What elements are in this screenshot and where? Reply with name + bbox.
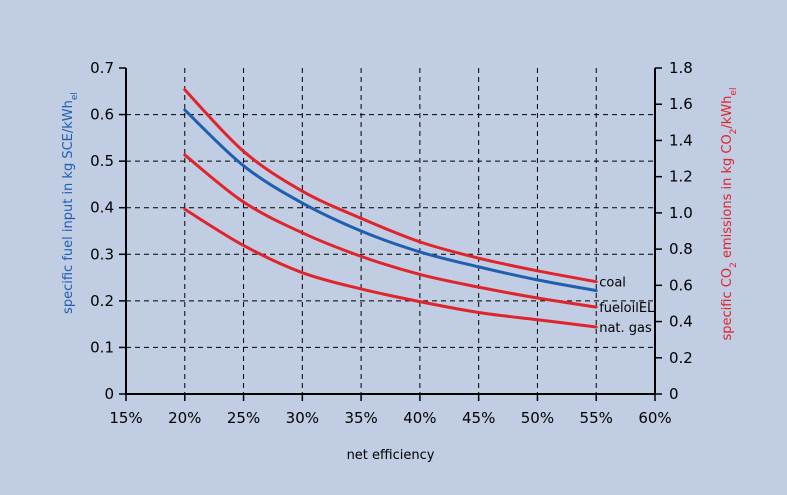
- right-tick-labels: 0 0.2 0.4 0.6 0.8 1.0 1.2 1.4 1.6 1.8: [669, 59, 693, 403]
- series-end-labels: coal fueloilEL nat. gas: [599, 276, 655, 336]
- series-lines: [183, 88, 598, 329]
- series-label: nat. gas: [599, 321, 652, 336]
- x-tick-label: 45%: [462, 409, 495, 427]
- right-tick-label: 1.4: [669, 131, 693, 149]
- x-tick-label: 30%: [286, 409, 319, 427]
- axes: [119, 67, 662, 401]
- x-tick-labels: 15% 20% 25% 30% 35% 40% 45% 50% 55% 60%: [109, 409, 671, 427]
- left-tick-label: 0.6: [90, 106, 114, 124]
- left-tick-label: 0.1: [90, 338, 114, 356]
- left-tick-label: 0.3: [90, 245, 114, 263]
- left-tick-label: 0: [104, 385, 114, 403]
- x-axis-title: net efficiency: [347, 448, 435, 463]
- right-tick-label: 1.2: [669, 168, 693, 186]
- x-tick-label: 25%: [227, 409, 260, 427]
- right-tick-label: 1.0: [669, 204, 693, 222]
- series-line-fuel-input: [183, 108, 598, 293]
- right-tick-label: 1.8: [669, 59, 693, 77]
- x-tick-label: 60%: [638, 409, 671, 427]
- right-axis-title: specific CO2 emissions in kg CO2/kWhel: [720, 88, 739, 341]
- left-tick-label: 0.7: [90, 59, 114, 77]
- x-tick-label: 20%: [168, 409, 201, 427]
- right-tick-label: 0.4: [669, 313, 693, 331]
- series-line-coal: [183, 88, 598, 284]
- right-tick-label: 1.6: [669, 95, 693, 113]
- series-line-fueloilel: [183, 153, 598, 309]
- right-tick-label: 0: [669, 385, 679, 403]
- x-tick-label: 50%: [521, 409, 554, 427]
- right-tick-label: 0.2: [669, 349, 693, 367]
- left-tick-label: 0.5: [90, 152, 114, 170]
- x-tick-label: 35%: [344, 409, 377, 427]
- series-line-nat-gas: [183, 207, 598, 329]
- series-label: coal: [599, 276, 626, 291]
- left-axis-title: specific fuel input in kg SCE/kWhel: [61, 92, 80, 314]
- x-tick-label: 40%: [403, 409, 436, 427]
- left-tick-labels: 0 0.1 0.2 0.3 0.4 0.5 0.6 0.7: [90, 59, 114, 403]
- x-tick-label: 15%: [109, 409, 142, 427]
- series-label: fueloilEL: [599, 301, 655, 316]
- right-tick-label: 0.6: [669, 276, 693, 294]
- left-tick-label: 0.4: [90, 199, 114, 217]
- x-tick-label: 55%: [580, 409, 613, 427]
- right-tick-label: 0.8: [669, 240, 693, 258]
- left-tick-label: 0.2: [90, 292, 114, 310]
